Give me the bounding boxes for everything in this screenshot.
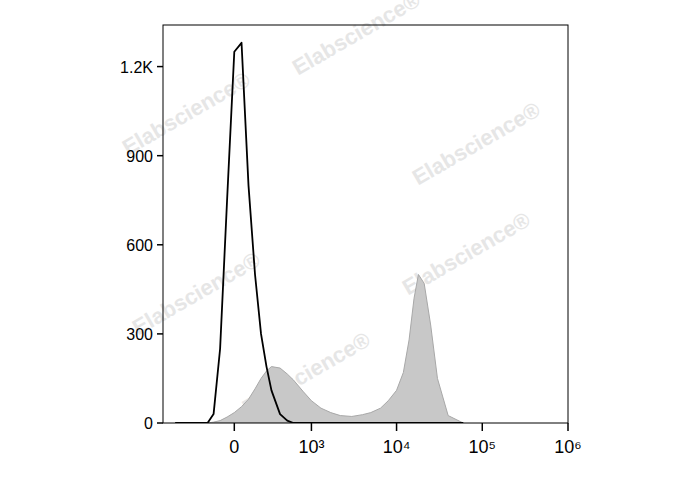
watermark: Elabscience®	[118, 67, 255, 160]
x-tick-label: 10⁶	[554, 437, 581, 457]
x-tick-label: 10³	[298, 437, 324, 457]
histogram-line	[175, 43, 463, 423]
y-tick	[157, 333, 163, 335]
chart-svg: Elabscience®Elabscience®Elabscience®Elab…	[0, 0, 688, 490]
y-tick	[157, 155, 163, 157]
plot-frame	[163, 25, 568, 423]
x-tick	[482, 423, 484, 431]
y-tick	[157, 244, 163, 246]
x-tick	[234, 423, 236, 431]
x-tick	[567, 423, 569, 431]
watermark: Elabscience®	[288, 0, 425, 80]
y-tick-label: 300	[126, 326, 153, 343]
watermark: Elabscience®	[408, 97, 545, 190]
histogram-area	[175, 274, 463, 423]
y-tick-label: 0	[144, 415, 153, 432]
y-tick	[157, 66, 163, 68]
x-tick-label: 10⁴	[383, 437, 411, 457]
x-tick-label: 10⁵	[469, 437, 496, 457]
x-tick-label: 0	[229, 437, 239, 457]
x-tick	[396, 423, 398, 431]
chart-container: Elabscience®Elabscience®Elabscience®Elab…	[0, 0, 688, 490]
y-tick-label: 900	[126, 148, 153, 165]
y-tick-label: 1.2K	[120, 59, 153, 76]
plot-area	[175, 43, 463, 423]
y-tick-label: 600	[126, 237, 153, 254]
x-tick	[311, 423, 313, 431]
y-tick	[157, 422, 163, 424]
